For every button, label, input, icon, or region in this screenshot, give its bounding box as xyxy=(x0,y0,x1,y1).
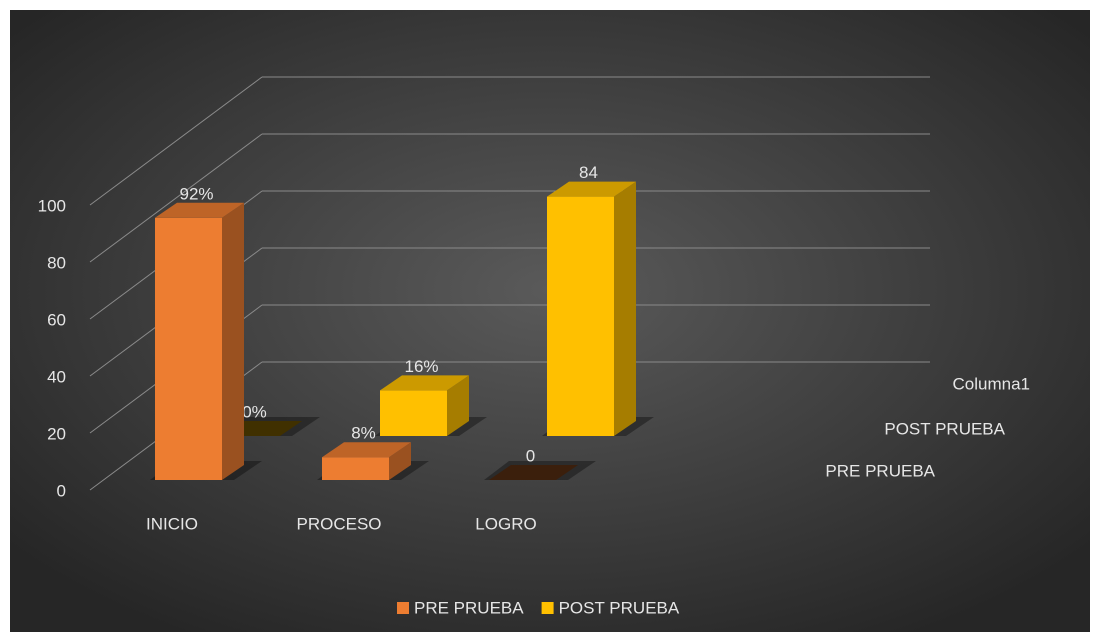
depth-axis-label: Columna1 xyxy=(953,374,1031,393)
bar-side xyxy=(614,181,636,436)
grid-line xyxy=(89,76,263,206)
data-label: 8% xyxy=(351,424,376,443)
legend-label: POST PRUEBA xyxy=(559,598,680,617)
legend-swatch xyxy=(541,602,554,614)
bar-top xyxy=(380,375,469,391)
x-tick-label: PROCESO xyxy=(296,514,381,533)
bar xyxy=(317,442,429,480)
y-tick-label: 80 xyxy=(47,253,66,272)
bar-side xyxy=(447,375,469,436)
bar xyxy=(542,181,654,436)
x-tick-label: INICIO xyxy=(146,514,198,533)
legend-label: PRE PRUEBA xyxy=(414,598,524,617)
bar-top xyxy=(547,181,636,197)
bar-side xyxy=(389,442,411,480)
y-tick-label: 40 xyxy=(47,367,66,386)
data-label: 16% xyxy=(404,357,438,376)
data-label: 0% xyxy=(242,402,267,421)
data-label: 92% xyxy=(179,184,213,203)
x-tick-label: LOGRO xyxy=(475,514,536,533)
bar-front xyxy=(380,390,447,436)
bar xyxy=(375,375,487,436)
bar-top xyxy=(155,202,244,218)
depth-axis-label: POST PRUEBA xyxy=(884,419,1005,438)
bar-front xyxy=(547,196,614,436)
bar-top xyxy=(322,442,411,458)
grid-line xyxy=(89,133,263,263)
legend-swatch xyxy=(397,602,409,614)
y-tick-label: 100 xyxy=(38,196,66,215)
depth-axis-label: PRE PRUEBA xyxy=(825,461,935,480)
bar xyxy=(484,461,596,480)
bar xyxy=(150,202,262,481)
y-tick-label: 60 xyxy=(47,310,66,329)
bar-front xyxy=(155,217,222,481)
y-tick-label: 0 xyxy=(57,481,66,500)
y-tick-label: 20 xyxy=(47,424,66,443)
data-label: 0 xyxy=(526,446,535,465)
bar-top xyxy=(489,465,578,480)
data-label: 84 xyxy=(579,163,598,182)
bar-side xyxy=(222,202,244,481)
bar-front xyxy=(322,457,389,480)
